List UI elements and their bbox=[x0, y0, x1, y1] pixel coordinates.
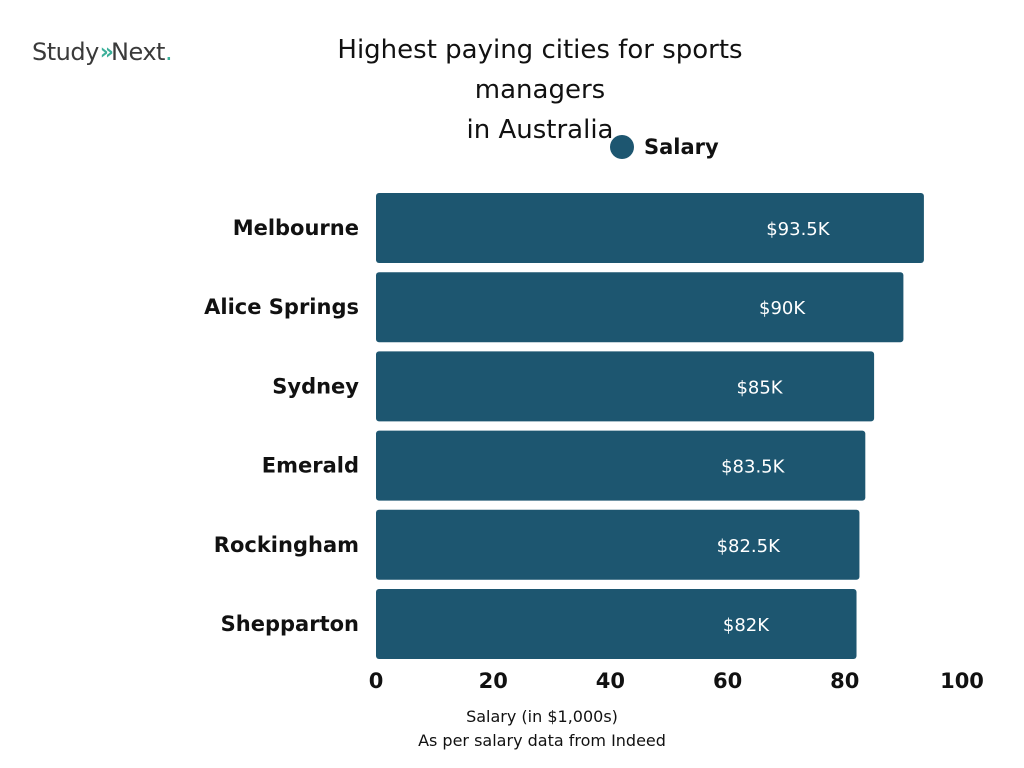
x-tick-label: 40 bbox=[596, 669, 625, 693]
chart-title-line-1: Highest paying cities for sports manager… bbox=[337, 35, 743, 105]
bar bbox=[376, 509, 860, 580]
x-tick-label: 100 bbox=[940, 669, 984, 693]
category-label: Melbourne bbox=[233, 216, 359, 240]
bar bbox=[376, 272, 904, 343]
chart-legend: Salary bbox=[610, 135, 719, 159]
brand-name-right: Next bbox=[111, 38, 165, 66]
chart-title: Highest paying cities for sports manager… bbox=[270, 30, 810, 150]
brand-name-left: Study bbox=[32, 38, 99, 66]
x-tick-label: 0 bbox=[369, 669, 384, 693]
bar-value-label: $90K bbox=[759, 298, 806, 319]
x-axis-label: Salary (in $1,000s) bbox=[466, 707, 618, 726]
x-axis-caption: Salary (in $1,000s) As per salary data f… bbox=[342, 705, 742, 753]
category-label: Shepparton bbox=[221, 612, 359, 636]
bar bbox=[376, 193, 924, 263]
category-label: Rockingham bbox=[214, 533, 359, 557]
category-label: Emerald bbox=[262, 454, 359, 478]
bar-value-label: $82.5K bbox=[717, 536, 782, 557]
bar-value-label: $93.5K bbox=[766, 219, 831, 240]
source-note: As per salary data from Indeed bbox=[418, 731, 666, 750]
legend-label: Salary bbox=[644, 135, 719, 159]
bar bbox=[376, 589, 857, 659]
category-label: Sydney bbox=[272, 374, 359, 398]
bar bbox=[376, 351, 875, 422]
brand-logo: Study » Next . bbox=[32, 38, 173, 66]
bar-value-label: $85K bbox=[736, 377, 783, 398]
brand-dot: . bbox=[164, 38, 173, 66]
bar-value-label: $83.5K bbox=[721, 457, 786, 478]
legend-swatch bbox=[610, 135, 634, 159]
x-tick-label: 60 bbox=[713, 669, 742, 693]
category-label: Alice Springs bbox=[204, 295, 359, 319]
x-tick-label: 20 bbox=[479, 669, 508, 693]
bar bbox=[376, 430, 866, 501]
bar-value-label: $82K bbox=[723, 615, 770, 636]
x-tick-label: 80 bbox=[830, 669, 859, 693]
chart-title-line-2: in Australia bbox=[466, 115, 614, 145]
